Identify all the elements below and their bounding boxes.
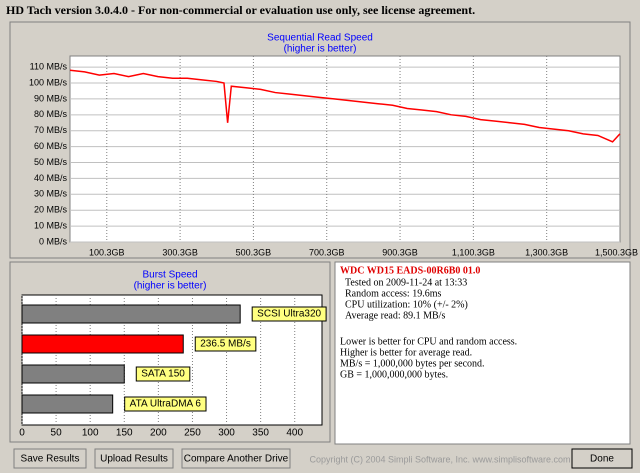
x-tick-label: 50 — [51, 428, 63, 439]
x-tick-label: 700.3GB — [309, 247, 345, 257]
y-tick-label: 80 MB/s — [34, 109, 68, 119]
y-tick-label: 40 MB/s — [34, 173, 68, 183]
button-label[interactable]: Compare Another Drive — [184, 454, 289, 465]
x-tick-label: 350 — [252, 428, 269, 439]
y-tick-label: 30 MB/s — [34, 189, 68, 199]
window-title: HD Tach version 3.0.4.0 - For non-commer… — [6, 3, 475, 17]
x-tick-label: 900.3GB — [382, 247, 418, 257]
info-line: CPU utilization: 10% (+/- 2%) — [345, 299, 468, 310]
x-tick-label: 100.3GB — [89, 247, 125, 257]
bar-label: ATA UltraDMA 6 — [130, 399, 202, 410]
x-tick-label: 100 — [82, 428, 99, 439]
button[interactable] — [94, 448, 174, 469]
drive-name: WDC WD15 EADS-00R6B0 01.0 — [340, 265, 480, 276]
chart-title: Burst Speed — [142, 270, 197, 281]
y-tick-label: 60 MB/s — [34, 141, 68, 151]
bar-label: SATA 150 — [141, 369, 185, 380]
info-line: Tested on 2009-11-24 at 13:33 — [345, 277, 467, 288]
bar — [21, 394, 114, 414]
y-tick-label: 50 MB/s — [34, 157, 68, 167]
x-tick-label: 1,500.3GB — [595, 247, 638, 257]
y-tick-label: 10 MB/s — [34, 220, 68, 230]
y-tick-label: 0 MB/s — [39, 236, 68, 246]
info-line: Random access: 19.6ms — [345, 288, 441, 299]
y-tick-label: 20 MB/s — [34, 205, 68, 215]
bar-label-box — [124, 396, 207, 412]
button[interactable] — [13, 448, 87, 469]
bar — [21, 304, 241, 324]
bar-label: SCSI Ultra320 — [257, 309, 321, 320]
bar — [21, 334, 184, 354]
info-note: Lower is better for CPU and random acces… — [340, 336, 517, 347]
bar-label-box — [135, 366, 191, 382]
x-tick-label: 250 — [184, 428, 201, 439]
y-tick-label: 110 MB/s — [30, 62, 68, 72]
button[interactable] — [181, 448, 291, 469]
button-label[interactable]: Save Results — [21, 454, 80, 465]
button[interactable] — [571, 448, 633, 469]
bar-label-box — [251, 306, 327, 322]
y-tick-label: 90 MB/s — [34, 93, 68, 103]
x-tick-label: 1,300.3GB — [525, 247, 568, 257]
x-tick-label: 500.3GB — [236, 247, 272, 257]
copyright: Copyright (C) 2004 Simpli Software, Inc.… — [309, 454, 570, 464]
x-tick-label: 300.3GB — [162, 247, 198, 257]
x-tick-label: 1,100.3GB — [452, 247, 495, 257]
x-tick-label: 150 — [116, 428, 133, 439]
button-label[interactable]: Done — [590, 454, 614, 465]
read-plot — [69, 55, 621, 243]
bar — [21, 364, 125, 384]
x-tick-label: 400 — [286, 428, 303, 439]
chart-subtitle: (higher is better) — [284, 44, 357, 55]
chart-title: Sequential Read Speed — [267, 33, 373, 44]
x-tick-label: 0 — [19, 428, 25, 439]
button-label[interactable]: Upload Results — [100, 454, 168, 465]
bar-label: 236.5 MB/s — [200, 339, 251, 350]
info-line: Average read: 89.1 MB/s — [345, 310, 445, 321]
chart-subtitle: (higher is better) — [134, 281, 207, 292]
x-tick-label: 300 — [218, 428, 235, 439]
y-tick-label: 70 MB/s — [34, 125, 68, 135]
y-tick-label: 100 MB/s — [29, 77, 68, 87]
bar-label-box — [194, 336, 257, 352]
info-note: GB = 1,000,000,000 bytes. — [340, 369, 448, 380]
x-tick-label: 200 — [150, 428, 167, 439]
read-line — [69, 69, 621, 143]
info-note: MB/s = 1,000,000 bytes per second. — [340, 358, 485, 369]
info-panel — [334, 261, 631, 445]
info-note: Higher is better for average read. — [340, 347, 472, 358]
